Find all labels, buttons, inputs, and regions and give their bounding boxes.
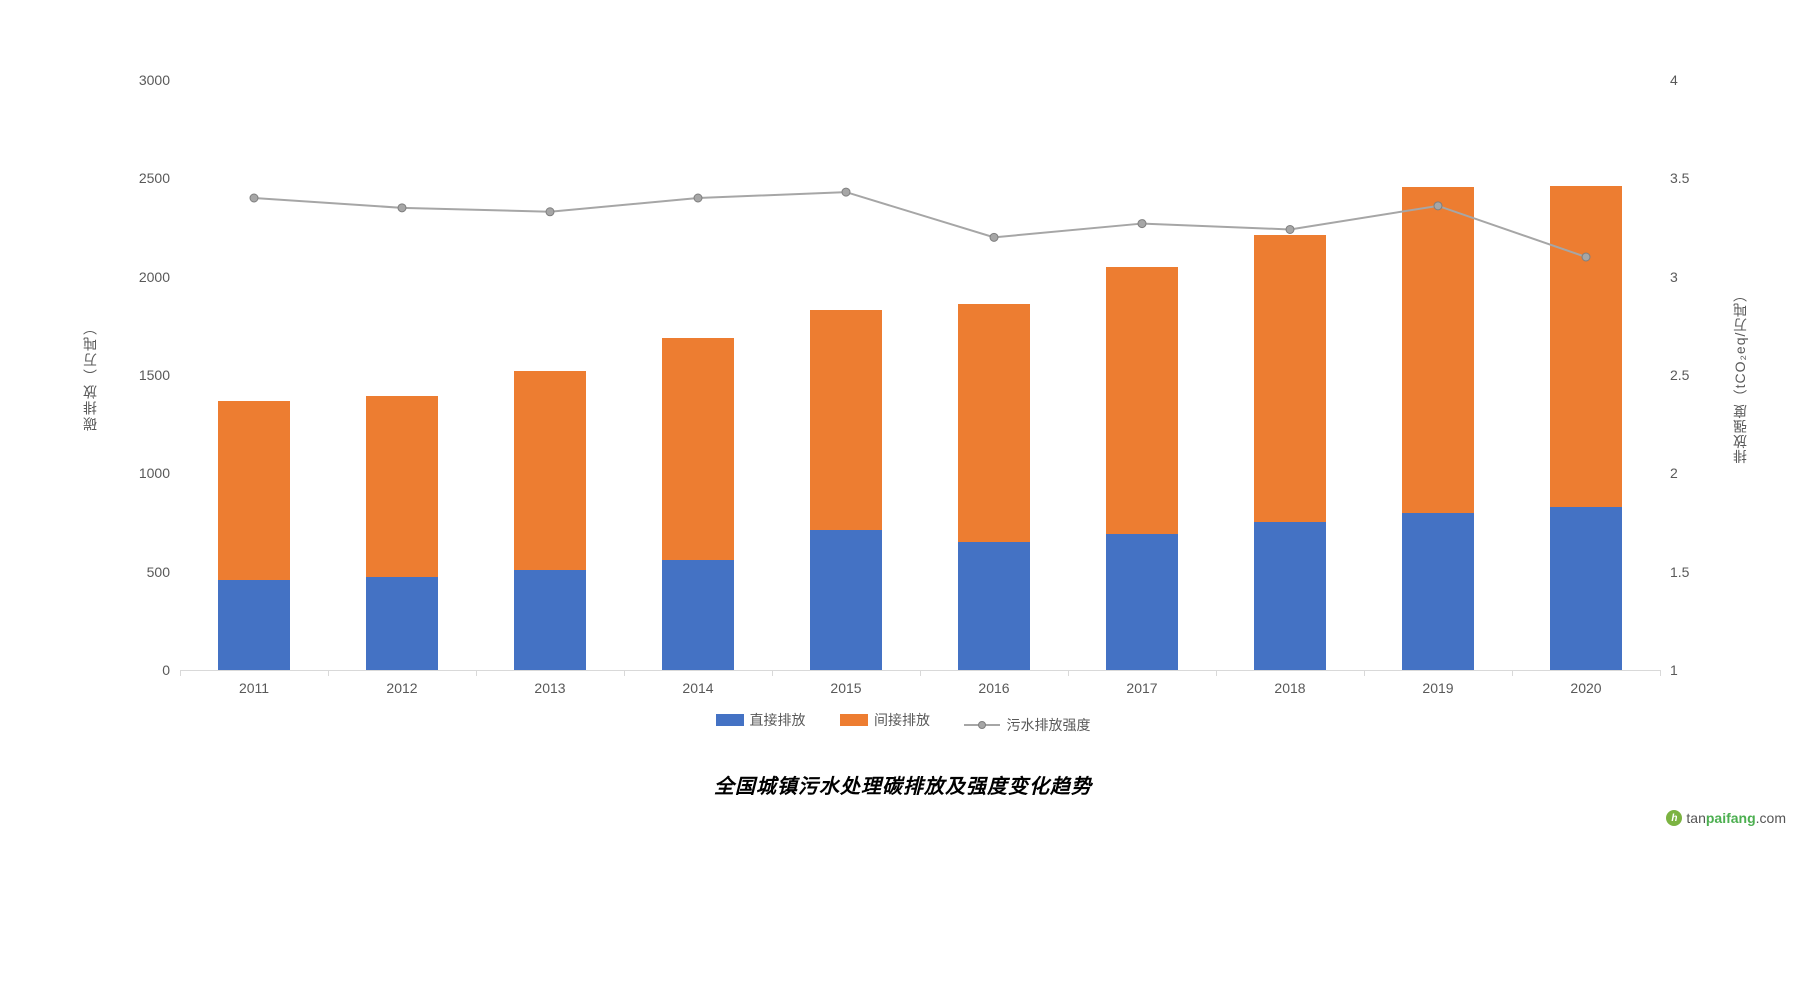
x-tick-label: 2013 — [534, 680, 565, 696]
x-tick-mark — [1068, 670, 1069, 676]
x-tick-label: 2012 — [386, 680, 417, 696]
bar-group — [1550, 80, 1622, 670]
x-tick-mark — [476, 670, 477, 676]
chart-caption: 全国城镇污水处理碳排放及强度变化趋势 — [0, 770, 1806, 799]
x-tick-label: 2015 — [830, 680, 861, 696]
bar-direct — [810, 530, 882, 670]
y-axis-right: 11.522.533.54 — [1660, 80, 1720, 670]
x-tick-label: 2014 — [682, 680, 713, 696]
bar-group — [810, 80, 882, 670]
bar-group — [218, 80, 290, 670]
legend-marker-intensity — [978, 721, 986, 729]
x-tick-label: 2011 — [239, 680, 269, 696]
x-tick-label: 2017 — [1126, 680, 1157, 696]
watermark-icon: h — [1666, 810, 1682, 826]
bar-direct — [1106, 534, 1178, 670]
y-left-tick: 0 — [162, 662, 170, 678]
bar-group — [662, 80, 734, 670]
y-right-tick: 3.5 — [1670, 170, 1689, 186]
x-tick-mark — [1660, 670, 1661, 676]
y-right-tick: 3 — [1670, 269, 1678, 285]
legend-item-indirect: 间接排放 — [840, 710, 930, 730]
bar-indirect — [810, 310, 882, 530]
y-left-tick: 2500 — [139, 170, 170, 186]
bar-indirect — [218, 401, 290, 580]
bars-layer — [180, 80, 1660, 670]
bar-direct — [1254, 522, 1326, 670]
y-right-tick: 1 — [1670, 662, 1678, 678]
bar-indirect — [958, 304, 1030, 542]
legend-label-indirect: 间接排放 — [874, 710, 930, 730]
legend-item-direct: 直接排放 — [716, 710, 806, 730]
x-tick-mark — [1364, 670, 1365, 676]
bar-indirect — [514, 371, 586, 570]
legend-item-intensity: 污水排放强度 — [964, 715, 1090, 735]
legend-label-intensity: 污水排放强度 — [1006, 715, 1090, 735]
bar-direct — [514, 570, 586, 670]
legend-label-direct: 直接排放 — [750, 710, 806, 730]
bar-group — [366, 80, 438, 670]
y-axis-right-label: 排放强度（tCO₂eq/万吨） — [1730, 287, 1750, 464]
bar-direct — [958, 542, 1030, 670]
y-left-tick: 1000 — [139, 465, 170, 481]
legend-swatch-direct — [716, 714, 744, 726]
legend: 直接排放 间接排放 污水排放强度 — [0, 710, 1806, 735]
x-tick-mark — [624, 670, 625, 676]
x-tick-mark — [920, 670, 921, 676]
bar-direct — [366, 577, 438, 670]
y-left-tick: 3000 — [139, 72, 170, 88]
y-right-tick: 2 — [1670, 465, 1678, 481]
x-tick-mark — [772, 670, 773, 676]
y-right-tick: 2.5 — [1670, 367, 1689, 383]
bar-direct — [662, 560, 734, 670]
chart-container: 碳排放（万吨） 排放强度（tCO₂eq/万吨） 0 500 1000 1500 2000… — [0, 0, 1806, 986]
bar-group — [958, 80, 1030, 670]
bar-group — [1254, 80, 1326, 670]
bar-indirect — [1550, 186, 1622, 507]
bar-group — [1106, 80, 1178, 670]
y-right-tick: 1.5 — [1670, 564, 1689, 580]
bar-indirect — [662, 338, 734, 560]
bar-indirect — [1402, 187, 1474, 512]
legend-swatch-indirect — [840, 714, 868, 726]
y-axis-left: 050010001500200025003000 — [120, 80, 180, 670]
watermark-text: tanpaifang.com — [1686, 810, 1786, 826]
bar-indirect — [1106, 267, 1178, 534]
bar-direct — [218, 580, 290, 670]
y-left-tick: 2000 — [139, 269, 170, 285]
x-tick-mark — [1216, 670, 1217, 676]
y-left-tick: 500 — [147, 564, 170, 580]
x-tick-mark — [328, 670, 329, 676]
y-left-tick: 1500 — [139, 367, 170, 383]
y-right-tick: 4 — [1670, 72, 1678, 88]
bar-indirect — [1254, 235, 1326, 521]
y-axis-left-label: 碳排放（万吨） — [80, 319, 100, 431]
legend-line-intensity — [964, 724, 1000, 726]
x-tick-label: 2018 — [1274, 680, 1305, 696]
x-tick-mark — [180, 670, 181, 676]
bar-indirect — [366, 396, 438, 577]
bar-group — [514, 80, 586, 670]
x-tick-label: 2019 — [1422, 680, 1453, 696]
bar-direct — [1402, 513, 1474, 670]
x-tick-label: 2020 — [1570, 680, 1601, 696]
watermark: h tanpaifang.com — [1666, 810, 1786, 826]
bar-direct — [1550, 507, 1622, 670]
x-tick-mark — [1512, 670, 1513, 676]
x-tick-label: 2016 — [978, 680, 1009, 696]
bar-group — [1402, 80, 1474, 670]
